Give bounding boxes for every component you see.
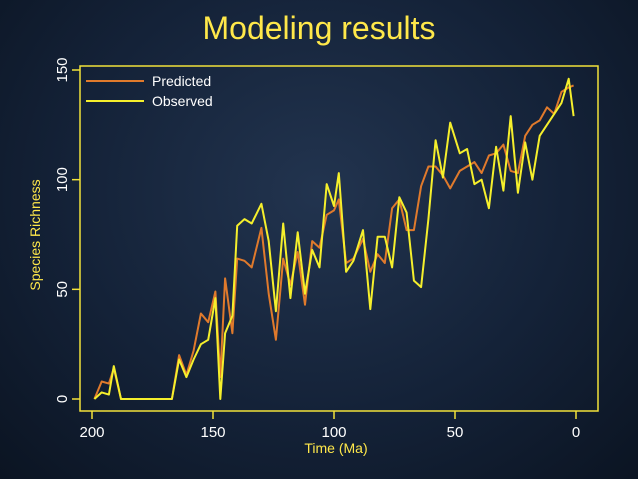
legend-predicted-label: Predicted bbox=[152, 73, 211, 89]
series-layer bbox=[93, 77, 575, 400]
series-line-observed bbox=[93, 77, 575, 400]
y-tick-label: 150 bbox=[54, 57, 71, 82]
series-line-predicted bbox=[93, 84, 574, 400]
x-tick-label: 150 bbox=[200, 424, 225, 441]
x-tick-label: 0 bbox=[572, 424, 580, 441]
x-tick-label: 200 bbox=[79, 424, 104, 441]
y-tick-label: 100 bbox=[54, 167, 71, 192]
legend: Predicted Observed bbox=[86, 73, 213, 109]
x-axis-label: Time (Ma) bbox=[304, 440, 367, 456]
plot-frame bbox=[79, 65, 599, 412]
y-axis-label: Species Richness bbox=[27, 179, 43, 290]
x-tick-label: 100 bbox=[321, 424, 346, 441]
slide-title: Modeling results bbox=[202, 10, 436, 46]
y-tick-label: 50 bbox=[54, 281, 71, 298]
y-tick-label: 0 bbox=[54, 395, 71, 403]
legend-observed-label: Observed bbox=[152, 93, 213, 109]
axes: 200 150 100 50 0 0 50 100 150 bbox=[54, 57, 580, 441]
x-tick-label: 50 bbox=[447, 424, 464, 441]
